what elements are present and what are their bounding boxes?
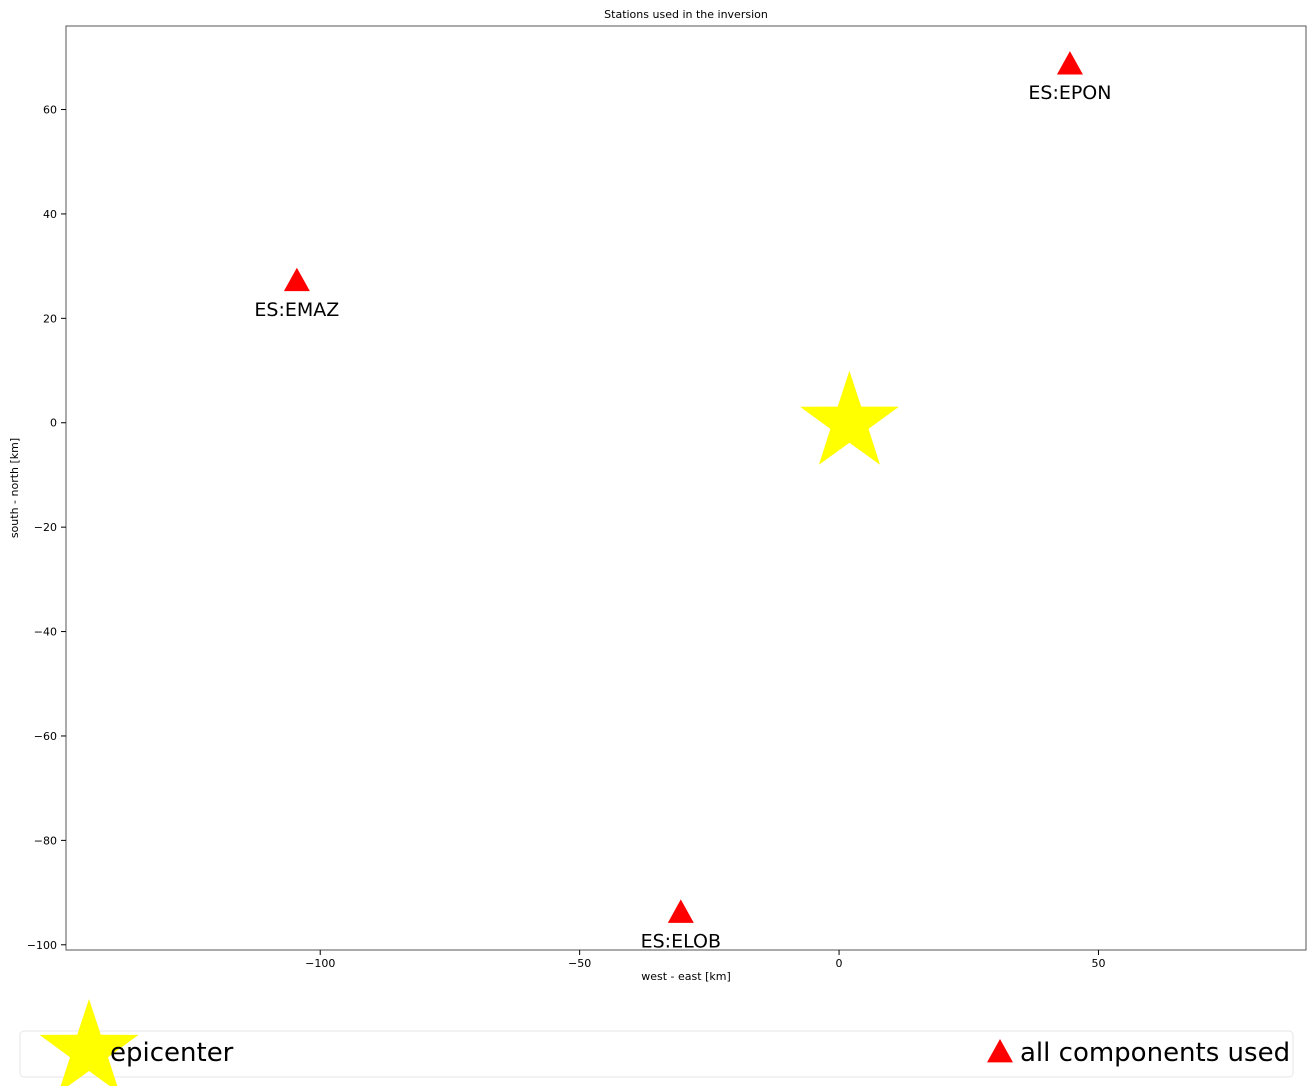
- y-tick-label: −20: [34, 521, 57, 534]
- y-axis-title: south - north [km]: [8, 438, 21, 538]
- x-axis: −100 −50 0 50: [305, 950, 1105, 970]
- epicenter-star-marker: [800, 370, 899, 465]
- station-label: ES:EMAZ: [254, 299, 339, 321]
- legend: epicenter all components used: [19, 999, 1294, 1086]
- station-triangle-marker: [1056, 51, 1083, 75]
- x-tick-label: −100: [305, 957, 335, 970]
- station-label: ES:EPON: [1028, 82, 1111, 104]
- y-tick-label: −60: [34, 730, 57, 743]
- station-triangle-marker: [283, 267, 310, 292]
- y-tick-label: 60: [43, 104, 57, 117]
- y-tick-label: −40: [34, 626, 57, 639]
- station-labels: ES:EPON ES:EMAZ ES:ELOB: [254, 82, 1111, 952]
- y-tick-label: −80: [34, 834, 57, 847]
- x-axis-title: west - east [km]: [641, 970, 731, 983]
- x-tick-label: 0: [836, 957, 843, 970]
- x-tick-label: −50: [568, 957, 591, 970]
- y-tick-label: 0: [50, 417, 57, 430]
- markers-layer: [283, 51, 1083, 923]
- y-tick-label: −100: [27, 939, 57, 952]
- station-triangle-marker: [667, 899, 694, 923]
- legend-epicenter-star-icon: [39, 999, 139, 1086]
- station-label: ES:ELOB: [641, 930, 721, 952]
- chart-title: Stations used in the inversion: [604, 8, 768, 21]
- legend-station-triangle-icon: [987, 1038, 1013, 1063]
- legend-label-epicenter: epicenter: [110, 1038, 234, 1068]
- x-tick-label: 50: [1091, 957, 1105, 970]
- legend-box: [19, 1030, 1294, 1078]
- y-tick-label: 20: [43, 312, 57, 325]
- plot-frame: [65, 25, 1307, 951]
- legend-label-all-components: all components used: [1020, 1038, 1290, 1068]
- y-axis: 60 40 20 0 −20 −40 −60 −80 −100: [27, 104, 66, 952]
- y-tick-label: 40: [43, 208, 57, 221]
